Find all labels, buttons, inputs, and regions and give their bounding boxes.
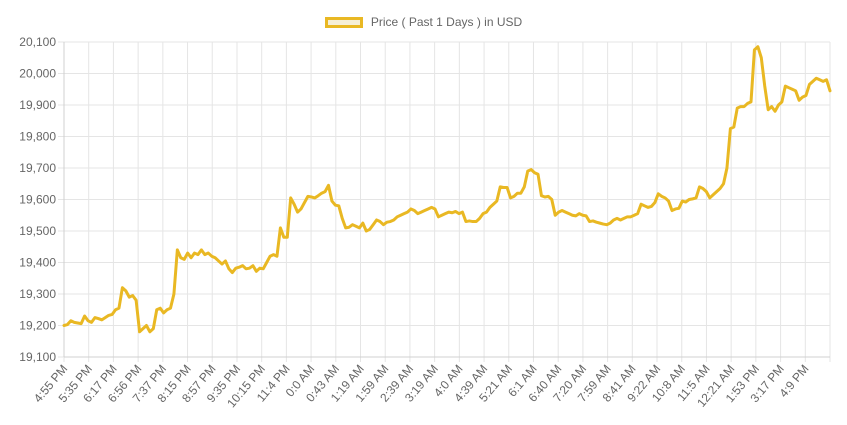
grid [58, 41, 831, 362]
y-tick-label: 19,300 [19, 287, 56, 301]
y-tick-label: 19,800 [19, 130, 56, 144]
y-axis: 19,100 19,200 19,300 19,400 19,500 19,600 19,7… [19, 35, 56, 364]
y-tick-label: 19,400 [19, 256, 56, 270]
y-tick-label: 19,200 [19, 319, 56, 333]
y-tick-label: 19,900 [19, 98, 56, 112]
y-tick-label: 20,000 [19, 67, 56, 81]
chart-legend[interactable]: Price ( Past 1 Days ) in USD [0, 15, 847, 29]
y-tick-label: 19,500 [19, 224, 56, 238]
legend-label: Price ( Past 1 Days ) in USD [370, 15, 523, 29]
legend-swatch [324, 16, 363, 28]
x-axis: 4:55 PM5:35 PM6:17 PM6:56 PM7:37 PM8:15 … [31, 362, 812, 410]
series [62, 45, 832, 334]
price-series-line[interactable] [62, 45, 832, 334]
y-tick-label: 19,700 [19, 161, 56, 175]
y-tick-label: 19,600 [19, 193, 56, 207]
y-tick-label: 20,100 [19, 35, 56, 49]
y-tick-label: 19,100 [19, 350, 56, 364]
